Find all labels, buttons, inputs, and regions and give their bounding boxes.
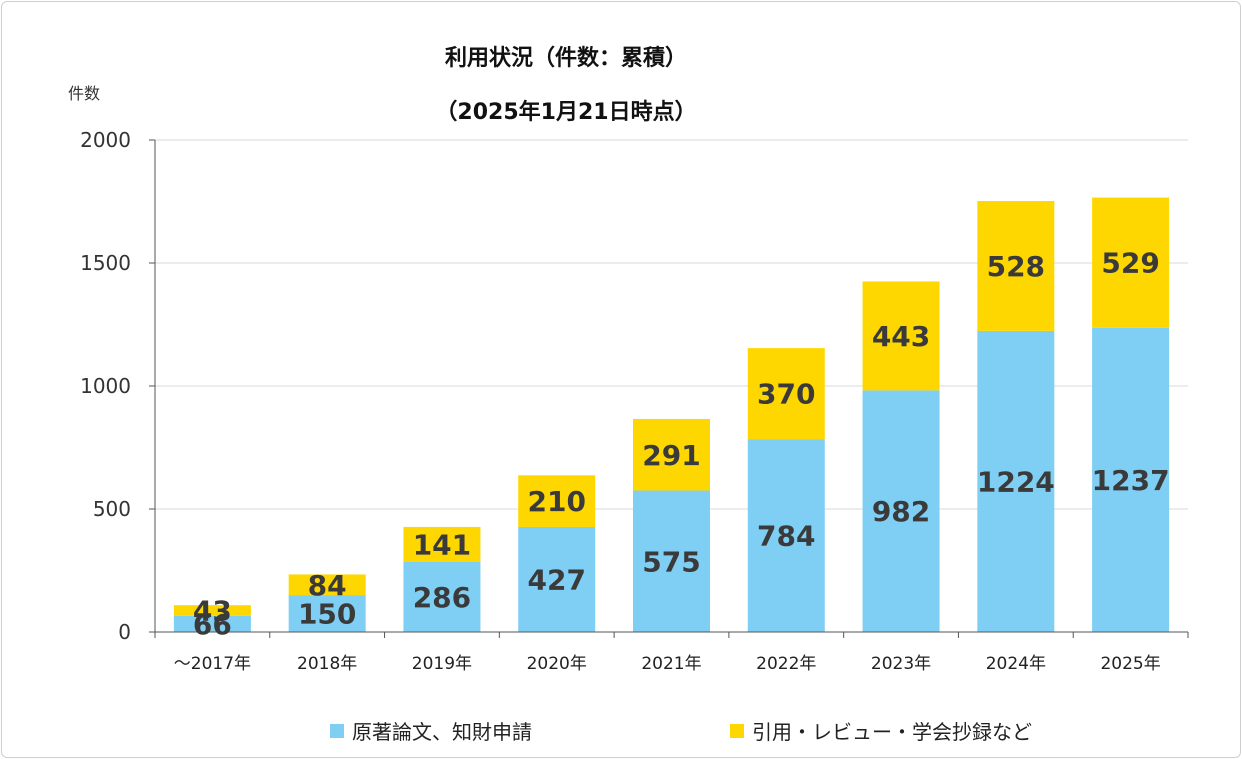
- labels: 66 150 286 427 575 784 982 1224 1237 43 84 141 210 29…: [193, 247, 1170, 641]
- data-label: 575: [642, 545, 700, 578]
- x-tick-label: 2019年: [412, 654, 472, 674]
- x-tick-label: 2024年: [986, 654, 1046, 674]
- legend-item-citations-reviews: 引用・レビュー・学会抄録など: [730, 716, 1032, 745]
- data-label: 66: [193, 608, 232, 641]
- bar-segment: [977, 201, 1055, 331]
- bar-segment: [977, 330, 1055, 632]
- data-label: 210: [527, 485, 585, 518]
- data-label: 84: [308, 569, 347, 602]
- legend-swatch-original-papers: [330, 723, 344, 738]
- x-tick-label: 2021年: [641, 654, 701, 674]
- data-label: 1224: [977, 465, 1055, 498]
- bar-segment: [747, 439, 825, 632]
- y-tick-label: 1000: [80, 374, 131, 398]
- bar-segment: [403, 526, 481, 562]
- bar-segment: [1092, 327, 1170, 632]
- y-axis-label: 件数: [68, 84, 101, 103]
- y-tick-label: 2000: [80, 128, 131, 152]
- data-label: 1237: [1092, 464, 1170, 497]
- bars: [173, 197, 1170, 632]
- data-label: 150: [298, 598, 356, 631]
- data-label: 43: [193, 594, 232, 627]
- bar-segment: [288, 595, 366, 632]
- x-tick-label: 2025年: [1100, 654, 1160, 674]
- axes: 0 500 1000 1500 2000 ～2017年 2018年 2019年 2020年 202…: [80, 128, 1189, 674]
- x-tick-label: 2020年: [527, 654, 587, 674]
- data-label: 286: [413, 581, 471, 614]
- y-tick-label: 500: [93, 497, 131, 521]
- y-tick-label: 0: [118, 620, 131, 644]
- bar-segment: [1092, 197, 1170, 328]
- data-label: 529: [1101, 247, 1159, 280]
- bar-segment: [518, 526, 596, 632]
- bar-segment: [173, 605, 251, 616]
- bar-segment: [862, 390, 940, 632]
- x-tick-label: 2022年: [756, 654, 816, 674]
- data-label: 784: [757, 520, 815, 553]
- data-label: 427: [527, 563, 585, 596]
- data-label: 291: [642, 439, 700, 472]
- bar-segment: [747, 348, 825, 440]
- bar-segment: [862, 281, 940, 391]
- y-tick-label: 1500: [80, 251, 131, 275]
- data-label: 370: [757, 378, 815, 411]
- legend-label-citations-reviews: 引用・レビュー・学会抄録など: [752, 720, 1032, 744]
- data-label: 528: [987, 250, 1045, 283]
- data-label: 141: [413, 528, 471, 561]
- bar-segment: [518, 475, 596, 527]
- x-tick-label: 2018年: [297, 654, 357, 674]
- x-tick-label: ～2017年: [174, 654, 251, 674]
- data-label: 443: [872, 320, 930, 353]
- x-tick-label: 2023年: [871, 654, 931, 674]
- bar-segment: [173, 615, 251, 632]
- chart-title: 利用状況（件数：累積）: [444, 46, 688, 71]
- bar-segment: [288, 574, 366, 596]
- bar-segment: [403, 561, 481, 632]
- bar-segment: [633, 490, 710, 632]
- legend-item-original-papers: 原著論文、知財申請: [330, 716, 532, 745]
- legend-label-original-papers: 原著論文、知財申請: [352, 720, 532, 744]
- chart-subtitle: （2025年1月21日時点）: [435, 100, 697, 125]
- data-label: 982: [872, 495, 930, 528]
- bar-segment: [633, 418, 710, 491]
- legend-swatch-citations-reviews: [730, 723, 744, 738]
